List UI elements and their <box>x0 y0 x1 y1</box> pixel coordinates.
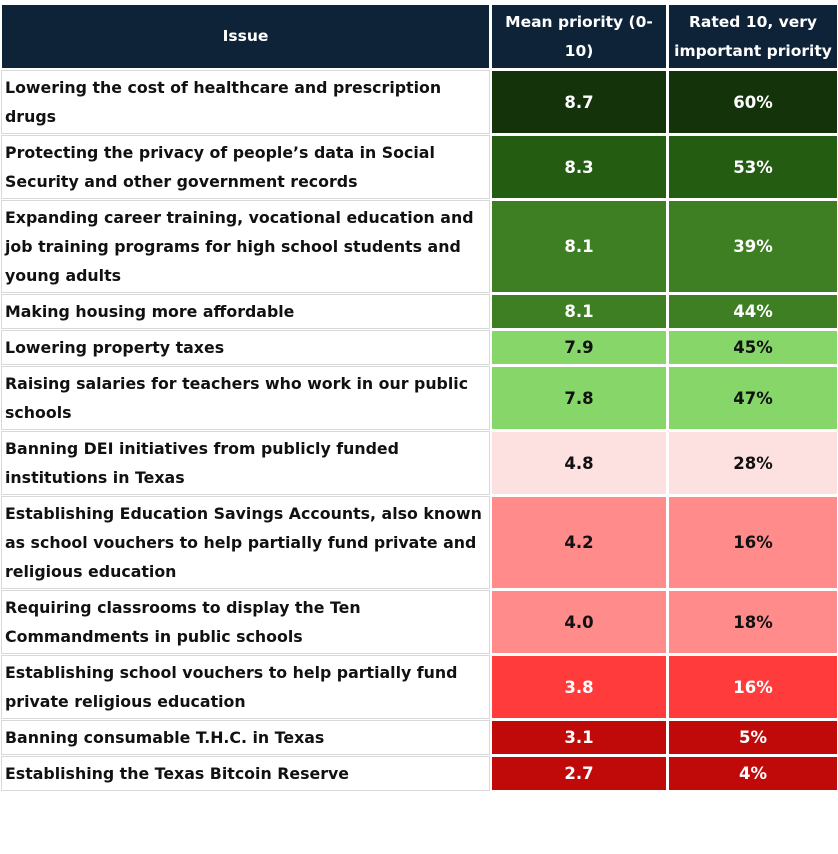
issue-label: Establishing Education Savings Accounts,… <box>2 497 489 588</box>
mean-priority-value: 3.8 <box>492 656 666 718</box>
table-row: Requiring classrooms to display the Ten … <box>2 591 837 653</box>
issue-label: Banning DEI initiatives from publicly fu… <box>2 432 489 494</box>
issue-label: Establishing school vouchers to help par… <box>2 656 489 718</box>
table-row: Banning DEI initiatives from publicly fu… <box>2 432 837 494</box>
mean-priority-value: 4.0 <box>492 591 666 653</box>
table-row: Lowering the cost of healthcare and pres… <box>2 71 837 133</box>
table-row: Expanding career training, vocational ed… <box>2 201 837 292</box>
mean-priority-value: 8.3 <box>492 136 666 198</box>
mean-priority-value: 4.8 <box>492 432 666 494</box>
table-row: Making housing more affordable 8.1 44% <box>2 295 837 328</box>
table-row: Protecting the privacy of people’s data … <box>2 136 837 198</box>
issue-label: Expanding career training, vocational ed… <box>2 201 489 292</box>
mean-priority-value: 3.1 <box>492 721 666 754</box>
issue-label: Establishing the Texas Bitcoin Reserve <box>2 757 489 790</box>
rated-10-value: 5% <box>669 721 837 754</box>
mean-priority-value: 8.1 <box>492 295 666 328</box>
issue-label: Requiring classrooms to display the Ten … <box>2 591 489 653</box>
mean-priority-value: 8.1 <box>492 201 666 292</box>
table-row: Establishing school vouchers to help par… <box>2 656 837 718</box>
table-body: Lowering the cost of healthcare and pres… <box>2 71 837 790</box>
table-row: Establishing the Texas Bitcoin Reserve 2.… <box>2 757 837 790</box>
table-row: Lowering property taxes 7.9 45% <box>2 331 837 364</box>
mean-priority-value: 8.7 <box>492 71 666 133</box>
rated-10-value: 4% <box>669 757 837 790</box>
table-row: Establishing Education Savings Accounts,… <box>2 497 837 588</box>
issue-label: Banning consumable T.H.C. in Texas <box>2 721 489 754</box>
mean-priority-value: 4.2 <box>492 497 666 588</box>
rated-10-value: 28% <box>669 432 837 494</box>
mean-priority-value: 2.7 <box>492 757 666 790</box>
mean-priority-value: 7.8 <box>492 367 666 429</box>
rated-10-value: 18% <box>669 591 837 653</box>
rated-10-value: 16% <box>669 497 837 588</box>
issue-column-header: Issue <box>2 5 489 68</box>
rated-10-value: 16% <box>669 656 837 718</box>
issue-label: Protecting the privacy of people’s data … <box>2 136 489 198</box>
issue-label: Raising salaries for teachers who work i… <box>2 367 489 429</box>
table-row: Raising salaries for teachers who work i… <box>2 367 837 429</box>
rated-10-value: 47% <box>669 367 837 429</box>
rated-10-value: 45% <box>669 331 837 364</box>
rated-10-value: 60% <box>669 71 837 133</box>
priority-table: Issue Mean priority (0-10) Rated 10, ver… <box>0 2 838 793</box>
rated-10-value: 53% <box>669 136 837 198</box>
header-row: Issue Mean priority (0-10) Rated 10, ver… <box>2 5 837 68</box>
issue-label: Making housing more affordable <box>2 295 489 328</box>
rated-10-value: 39% <box>669 201 837 292</box>
issue-label: Lowering the cost of healthcare and pres… <box>2 71 489 133</box>
table-row: Banning consumable T.H.C. in Texas 3.1 5% <box>2 721 837 754</box>
mean-priority-value: 7.9 <box>492 331 666 364</box>
mean-priority-column-header: Mean priority (0-10) <box>492 5 666 68</box>
issue-label: Lowering property taxes <box>2 331 489 364</box>
rated-10-value: 44% <box>669 295 837 328</box>
rated-10-column-header: Rated 10, very important priority <box>669 5 837 68</box>
